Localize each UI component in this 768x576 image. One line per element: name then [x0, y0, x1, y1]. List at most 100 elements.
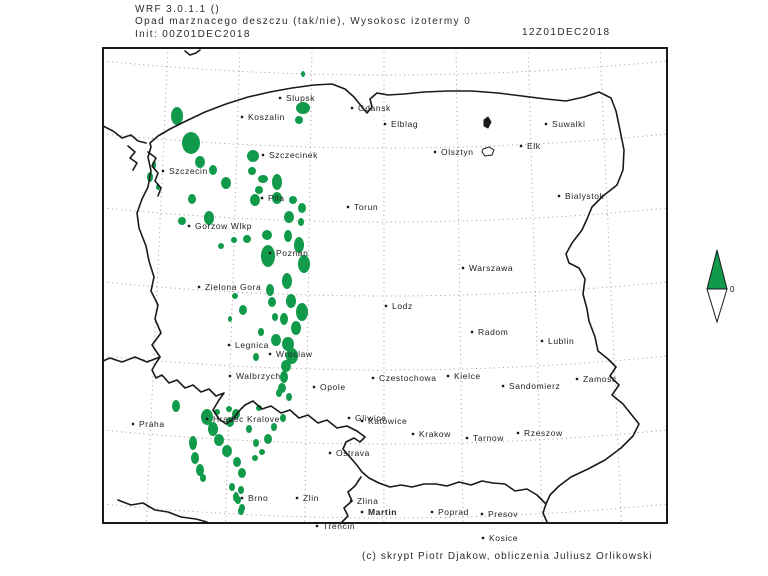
city-label: Kielce [454, 371, 481, 381]
city-dot [350, 106, 354, 110]
city-dot [360, 510, 364, 514]
precip-blob [280, 371, 288, 383]
city-marker: Kielce [446, 371, 481, 381]
city-marker: Zlin [295, 493, 319, 503]
precip-blob [253, 439, 259, 447]
precip-blob [209, 165, 217, 175]
precip-blob [294, 237, 304, 253]
precip-blob [232, 293, 238, 299]
city-marker: Elk [519, 141, 540, 151]
city-label: Sandomierz [509, 381, 560, 391]
city-dot [315, 524, 319, 528]
meridian-line [225, 48, 241, 523]
city-marker: Olsztyn [433, 147, 473, 157]
valid-time-label: 12Z01DEC2018 [522, 27, 611, 38]
precip-blob [238, 507, 244, 515]
city-dot [575, 377, 579, 381]
precip-blob [268, 297, 276, 307]
precip-blob [286, 294, 296, 308]
precip-blob [261, 245, 275, 267]
city-dot [430, 510, 434, 514]
city-label: Poznan [276, 248, 308, 258]
city-label: Radom [478, 327, 508, 337]
city-label: Slupsk [286, 93, 315, 103]
city-marker: Szczecinek [261, 150, 318, 160]
precip-blob [258, 328, 264, 336]
meridian-line [527, 48, 543, 523]
city-marker: Wroclaw [268, 349, 312, 359]
city-dot [347, 416, 351, 420]
city-dot [328, 451, 332, 455]
city-label: Presov [488, 509, 518, 519]
precip-blob [253, 353, 259, 361]
city-marker: Sandomierz [501, 381, 560, 391]
legend-no-triangle [706, 288, 728, 324]
precip-blob [301, 71, 305, 77]
city-dot [384, 304, 388, 308]
precip-blob [196, 464, 204, 476]
city-marker: Radom [470, 327, 508, 337]
city-label: Hradec Kralove [213, 414, 280, 424]
city-label: Zlin [303, 493, 319, 503]
city-label: Opole [320, 382, 346, 392]
city-label: Suwalki [552, 119, 586, 129]
city-marker: Rzeszow [516, 428, 562, 438]
city-label: Szczecin [169, 166, 208, 176]
precip-blob [296, 102, 310, 114]
city-label: Trencin [323, 521, 355, 531]
german-czech-border [103, 356, 161, 363]
city-label: Warszawa [469, 263, 513, 273]
masurian-lakes [481, 116, 495, 157]
city-marker: Lublin [540, 336, 574, 346]
city-marker: Gorzow Wlkp [187, 221, 252, 231]
city-dot [187, 224, 191, 228]
city-marker: Szczecin [161, 166, 208, 176]
legend-yes-triangle [706, 249, 728, 290]
precip-blob [195, 156, 205, 168]
precip-blob [276, 389, 282, 397]
city-marker: Gliwice [347, 413, 386, 423]
city-marker: Suwalki [544, 119, 586, 129]
legend-zero-label: 0 [730, 285, 735, 294]
precip-blob [272, 313, 278, 321]
city-dot [260, 196, 264, 200]
city-dot [383, 122, 387, 126]
precip-blob [233, 492, 239, 502]
precip-blob [280, 313, 288, 325]
precip-blob [258, 175, 268, 183]
precip-blob [191, 452, 199, 464]
precip-blob [259, 449, 265, 455]
city-dot [516, 431, 520, 435]
precip-blob [222, 445, 232, 457]
precip-blob [291, 321, 301, 335]
precip-blob [282, 337, 294, 351]
bornholm-coast [184, 49, 201, 56]
parallel-line [103, 281, 667, 297]
poland-border [136, 83, 640, 505]
precip-blob [262, 230, 272, 240]
precip-blob [208, 422, 218, 436]
precip-blob [256, 405, 262, 411]
szczecin-lagoon [127, 145, 138, 171]
precip-blob [171, 107, 183, 125]
precip-blob [271, 334, 281, 346]
city-dot [557, 194, 561, 198]
meridian-line [455, 48, 464, 523]
city-label: Kosice [489, 533, 518, 543]
precip-blob [200, 474, 206, 482]
precip-blob [221, 177, 231, 189]
precip-blob [250, 194, 260, 206]
city-marker: Presov [480, 509, 518, 519]
city-dot [349, 499, 353, 503]
precip-blob [178, 217, 186, 225]
precip-blob [280, 414, 286, 422]
city-marker: Praha [131, 419, 164, 429]
city-dot [131, 422, 135, 426]
precip-blob [298, 218, 304, 226]
city-dot [540, 339, 544, 343]
precip-blob [289, 196, 297, 204]
parallel-line [103, 429, 667, 445]
precip-blob [255, 186, 263, 194]
lake-icon [483, 116, 492, 129]
